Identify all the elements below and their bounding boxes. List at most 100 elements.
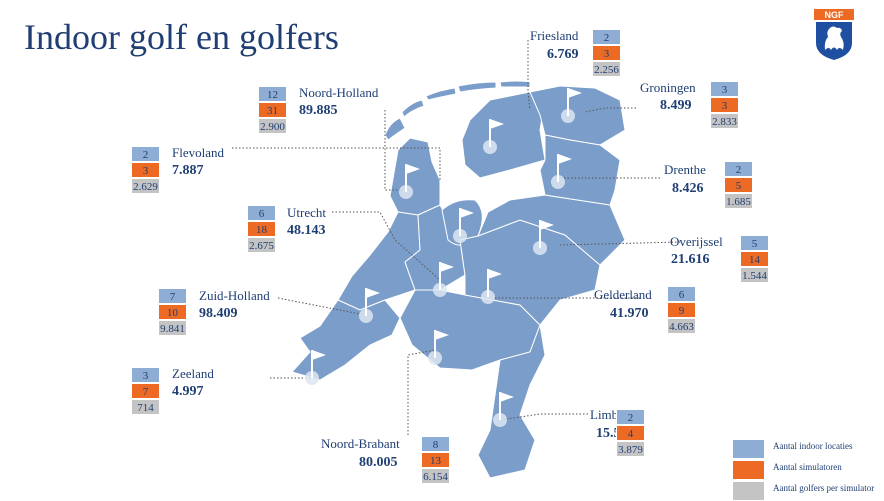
locaties-value: 2 bbox=[724, 161, 753, 177]
ijsselmeer bbox=[445, 165, 480, 200]
golf-flag-icon bbox=[561, 88, 582, 123]
golfers-per-simulator-value: 4.663 bbox=[667, 318, 696, 334]
province-golfers-gelderland: 41.970 bbox=[610, 306, 649, 321]
province-golfers-groningen: 8.499 bbox=[660, 98, 692, 113]
legend-swatch-golfers-per-simulator bbox=[733, 482, 764, 500]
province-golfers-flevoland: 7.887 bbox=[172, 163, 204, 178]
golfers-per-simulator-value: 2.675 bbox=[247, 237, 276, 253]
simulatoren-value: 7 bbox=[131, 383, 160, 399]
stat-box-drenthe: 2 5 1.685 bbox=[724, 161, 753, 209]
simulatoren-value: 14 bbox=[740, 251, 769, 267]
stat-box-utrecht: 6 18 2.675 bbox=[247, 205, 276, 253]
stat-box-limburg: 2 4 3.879 bbox=[616, 409, 645, 457]
region-drenthe bbox=[539, 134, 621, 206]
golf-flag-icon bbox=[359, 288, 380, 323]
golf-flag-icon bbox=[483, 119, 504, 154]
golfers-per-simulator-value: 1.685 bbox=[724, 193, 753, 209]
simulatoren-value: 4 bbox=[616, 425, 645, 441]
region-groningen bbox=[529, 85, 626, 146]
province-name-drenthe: Drenthe bbox=[664, 162, 706, 177]
locaties-value: 2 bbox=[616, 409, 645, 425]
ngf-logo: NGF bbox=[814, 9, 854, 61]
golf-flag-icon bbox=[481, 269, 502, 304]
locaties-value: 2 bbox=[592, 29, 621, 45]
region-friesland bbox=[461, 91, 546, 179]
simulatoren-value: 5 bbox=[724, 177, 753, 193]
golf-flag-icon bbox=[399, 164, 420, 199]
ngf-lion-shield-icon: NGF bbox=[814, 9, 854, 60]
golfers-per-simulator-value: 2.833 bbox=[710, 113, 739, 129]
locaties-value: 8 bbox=[421, 436, 450, 452]
province-golfers-zuid-holland: 98.409 bbox=[199, 306, 238, 321]
golfers-per-simulator-value: 714 bbox=[131, 399, 160, 415]
wadden-islands bbox=[384, 80, 531, 141]
golf-flag-icon bbox=[305, 350, 326, 385]
legend-item-golfers-per-simulator: Aantal golfers per simulator bbox=[733, 480, 883, 501]
province-name-noord-holland: Noord-Holland bbox=[299, 85, 379, 100]
legend-label-locaties: Aantal indoor locaties bbox=[773, 441, 853, 451]
golfers-per-simulator-value: 2.900 bbox=[258, 118, 287, 134]
locaties-value: 3 bbox=[131, 367, 160, 383]
golf-flag-icon bbox=[533, 220, 554, 255]
stat-box-groningen: 3 3 2.833 bbox=[710, 81, 739, 129]
golf-flag-icon bbox=[433, 262, 454, 297]
province-golfers-drenthe: 8.426 bbox=[672, 181, 704, 196]
province-name-noord-brabant: Noord-Brabant bbox=[321, 436, 400, 451]
province-golfers-overijssel: 21.616 bbox=[671, 252, 710, 267]
stat-box-friesland: 2 3 2.256 bbox=[592, 29, 621, 77]
province-golfers-zeeland: 4.997 bbox=[172, 384, 204, 399]
stat-box-gelderland: 6 9 4.663 bbox=[667, 286, 696, 334]
simulatoren-value: 13 bbox=[421, 452, 450, 468]
stat-box-flevoland: 2 3 2.629 bbox=[131, 146, 160, 194]
golfers-per-simulator-value: 2.256 bbox=[592, 61, 621, 77]
simulatoren-value: 9 bbox=[667, 302, 696, 318]
page-title: Indoor golf en golfers bbox=[24, 17, 339, 57]
locaties-value: 5 bbox=[740, 235, 769, 251]
stat-box-zeeland: 3 7 714 bbox=[131, 367, 160, 415]
locaties-value: 3 bbox=[710, 81, 739, 97]
golf-flag-icon bbox=[551, 154, 572, 189]
province-golfers-friesland: 6.769 bbox=[547, 47, 579, 62]
simulatoren-value: 3 bbox=[131, 162, 160, 178]
legend: Aantal indoor locaties Aantal simulatore… bbox=[733, 438, 883, 501]
locaties-value: 7 bbox=[158, 288, 187, 304]
locaties-value: 2 bbox=[131, 146, 160, 162]
stat-box-noord-brabant: 8 13 6.154 bbox=[421, 436, 450, 484]
province-name-flevoland: Flevoland bbox=[172, 145, 224, 160]
simulatoren-value: 3 bbox=[710, 97, 739, 113]
legend-swatch-simulatoren bbox=[733, 461, 764, 479]
province-golfers-utrecht: 48.143 bbox=[287, 223, 326, 238]
golfers-per-simulator-value: 9.841 bbox=[158, 320, 187, 336]
province-name-utrecht: Utrecht bbox=[287, 205, 326, 220]
stat-box-noord-holland: 12 31 2.900 bbox=[258, 86, 287, 134]
golfers-per-simulator-value: 1.544 bbox=[740, 267, 769, 283]
province-name-overijssel: Overijssel bbox=[670, 234, 723, 249]
golf-flag-markers bbox=[305, 88, 582, 427]
locaties-value: 12 bbox=[258, 86, 287, 102]
province-name-zeeland: Zeeland bbox=[172, 366, 214, 381]
golfers-per-simulator-value: 6.154 bbox=[421, 468, 450, 484]
legend-item-locaties: Aantal indoor locaties bbox=[733, 438, 883, 459]
golf-flag-icon bbox=[493, 392, 514, 427]
simulatoren-value: 31 bbox=[258, 102, 287, 118]
province-name-zuid-holland: Zuid-Holland bbox=[199, 288, 270, 303]
simulatoren-value: 18 bbox=[247, 221, 276, 237]
locaties-value: 6 bbox=[247, 205, 276, 221]
province-golfers-noord-holland: 89.885 bbox=[299, 103, 338, 118]
golfers-per-simulator-value: 2.629 bbox=[131, 178, 160, 194]
stat-box-overijssel: 5 14 1.544 bbox=[740, 235, 769, 283]
legend-label-simulatoren: Aantal simulatoren bbox=[773, 462, 842, 472]
province-name-friesland: Friesland bbox=[530, 28, 579, 43]
golf-flag-icon bbox=[453, 208, 474, 243]
region-noord-holland bbox=[389, 137, 441, 216]
province-golfers-noord-brabant: 80.005 bbox=[359, 455, 398, 470]
golf-flag-icon bbox=[428, 330, 449, 365]
province-name-gelderland: Gelderland bbox=[594, 287, 652, 302]
province-name-groningen: Groningen bbox=[640, 80, 696, 95]
connector-lines bbox=[232, 40, 681, 435]
locaties-value: 6 bbox=[667, 286, 696, 302]
legend-item-simulatoren: Aantal simulatoren bbox=[733, 459, 883, 480]
legend-label-golfers-per-simulator: Aantal golfers per simulator bbox=[773, 483, 875, 493]
logo-text: NGF bbox=[825, 10, 845, 20]
